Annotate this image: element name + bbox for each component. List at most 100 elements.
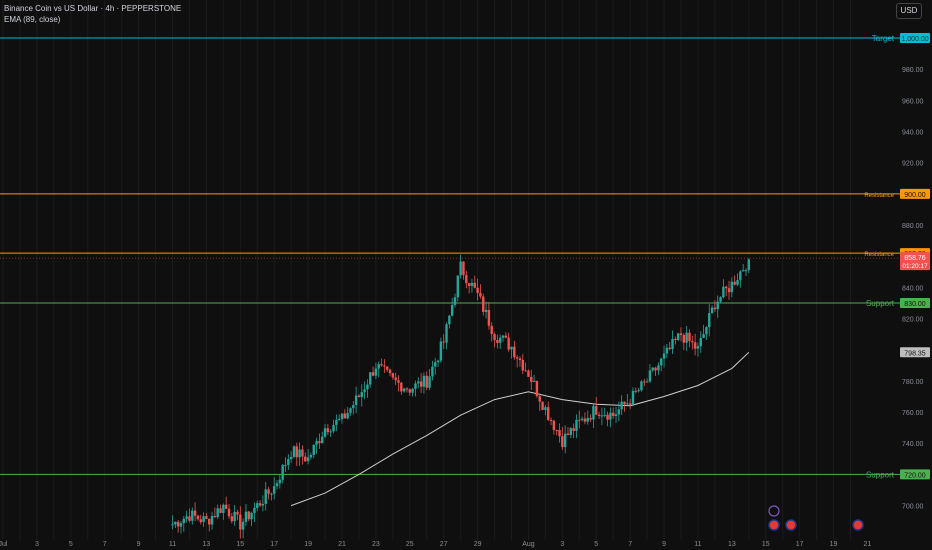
currency-button[interactable]: USD: [896, 3, 922, 19]
candle-body: [710, 307, 714, 314]
candle-body: [434, 362, 437, 367]
candle-body: [250, 512, 253, 520]
candle-body: [578, 419, 581, 421]
x-tick-label: 19: [830, 541, 838, 548]
time-axis[interactable]: Jul 3 5 7 9 11 13 15 17 19 21 23 25 27 29 Aug 3 5 7 9 11 13 15…: [0, 541, 871, 548]
ema-price-text: 798.35: [904, 350, 926, 357]
candle-body: [575, 419, 578, 431]
candle-body: [436, 360, 440, 363]
candle-body: [174, 521, 177, 525]
candle-body: [428, 376, 431, 388]
x-tick-label: 29: [474, 541, 482, 548]
candle-body: [725, 286, 728, 289]
candle-body: [671, 338, 674, 350]
candle-body: [643, 381, 646, 383]
candle-body: [547, 407, 550, 420]
candle-body: [227, 508, 231, 517]
candle-body: [524, 370, 527, 372]
candle-body: [343, 413, 347, 419]
y-tick-label: 960.00: [902, 98, 924, 105]
candle-body: [295, 446, 298, 458]
candle-body: [292, 446, 296, 457]
candle-body: [448, 315, 451, 325]
candle-body: [623, 401, 626, 405]
x-tick-label: 23: [372, 541, 380, 548]
price-axis[interactable]: 700.00720.00740.00760.00780.00800.00820.…: [902, 67, 924, 510]
candle-body: [357, 395, 361, 398]
lightning-event-icon[interactable]: [768, 505, 780, 517]
economic-event-flag-icon[interactable]: [785, 519, 797, 531]
candles: [171, 254, 750, 539]
candle-body: [287, 459, 290, 466]
candle-body: [388, 369, 392, 374]
candle-body: [530, 376, 533, 382]
indicator-legend[interactable]: EMA (89, close): [4, 15, 61, 24]
candle-body: [315, 441, 318, 445]
economic-event-flag-icon[interactable]: [768, 519, 780, 531]
candle-body: [326, 428, 330, 433]
candle-body: [532, 380, 536, 382]
level-price-text: 1,000.00: [901, 36, 928, 43]
level-label-resistance: Resistance: [864, 252, 894, 258]
economic-event-flag-icon[interactable]: [852, 519, 864, 531]
candle-body: [699, 337, 702, 347]
candle-body: [346, 412, 349, 419]
x-tick-label: 7: [628, 541, 632, 548]
candle-body: [654, 367, 657, 371]
y-tick-label: 780.00: [902, 379, 924, 386]
candle-body: [744, 270, 748, 272]
candle-body: [196, 515, 200, 520]
candle-body: [459, 261, 462, 276]
candle-body: [253, 507, 256, 513]
candle-body: [538, 396, 541, 402]
candle-body: [281, 465, 284, 480]
level-label-resistance: Resistance: [864, 193, 894, 199]
candle-body: [733, 281, 736, 285]
candle-body: [563, 433, 567, 447]
candle-body: [193, 510, 197, 516]
candle-body: [527, 370, 530, 377]
candle-body: [727, 288, 731, 293]
bar-countdown: 01:20:17: [902, 263, 928, 270]
candle-body: [606, 414, 609, 420]
candle-body: [645, 381, 649, 383]
candle-body: [453, 297, 457, 305]
candle-body: [219, 508, 222, 513]
candle-body: [354, 395, 358, 406]
candle-body: [747, 259, 750, 271]
candle-body: [233, 511, 236, 522]
candle-body: [241, 521, 245, 530]
horizontal-levels: Target Resistance Resistance Support Support: [0, 34, 900, 479]
x-tick-label: 27: [440, 541, 448, 548]
candle-body: [191, 510, 194, 521]
candle-body: [741, 270, 745, 272]
candle-body: [397, 380, 400, 383]
candle-body: [473, 282, 476, 288]
candle-body: [377, 364, 380, 369]
candle-body: [739, 271, 742, 281]
candle-body: [552, 420, 556, 430]
ema-line: [290, 351, 750, 507]
candle-body: [450, 304, 454, 316]
symbol-title[interactable]: Binance Coin vs US Dollar · 4h · PEPPERS…: [4, 4, 182, 13]
candle-body: [586, 417, 589, 422]
candle-body: [273, 486, 276, 494]
last-price-text: 858.76: [904, 255, 926, 262]
x-tick-label: 13: [728, 541, 736, 548]
candle-body: [306, 457, 310, 462]
candle-body: [366, 384, 369, 390]
candle-body: [179, 523, 183, 527]
candle-body: [665, 347, 669, 354]
candle-body: [555, 429, 558, 431]
candle-body: [380, 364, 383, 366]
candle-body: [685, 332, 688, 343]
candle-body: [394, 377, 397, 381]
candle-body: [603, 414, 606, 416]
candle-body: [352, 405, 355, 409]
event-markers[interactable]: [768, 505, 864, 531]
candle-body: [422, 375, 426, 387]
candle-body: [614, 414, 618, 417]
x-tick-label: 9: [662, 541, 666, 548]
candle-body: [716, 301, 719, 310]
